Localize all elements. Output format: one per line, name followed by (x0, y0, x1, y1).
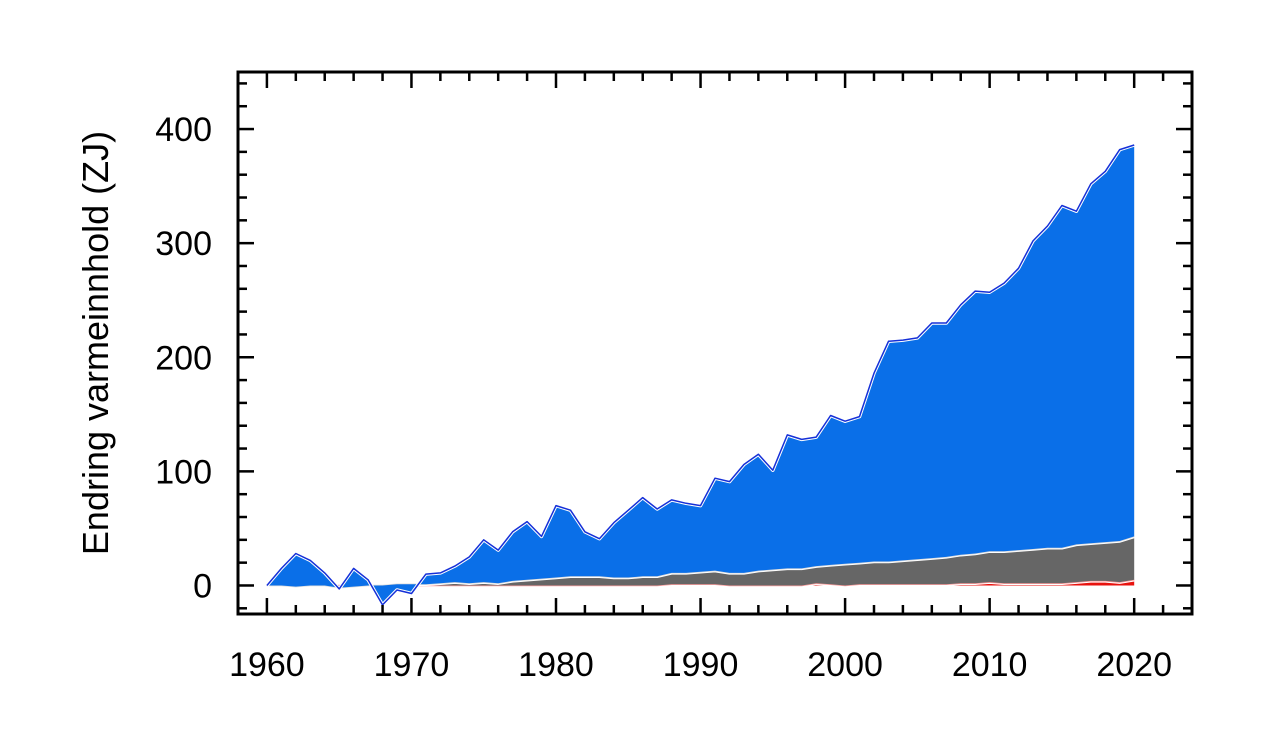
x-tick-label: 1990 (663, 646, 739, 684)
area-series-2 (266, 536, 1135, 588)
y-axis-label: Endring varmeinnhold (ZJ) (75, 131, 116, 555)
x-tick-labels: 1960 1970 1980 1990 2000 2010 2020 (229, 646, 1172, 684)
y-tick-label: 100 (155, 453, 212, 491)
y-tick-label: 300 (155, 225, 212, 263)
y-tick-label: 200 (155, 339, 212, 377)
plot-frame (236, 70, 1194, 616)
axis-ticks (238, 72, 1194, 614)
y-tick-label: 0 (193, 567, 212, 605)
x-tick-label: 2010 (952, 646, 1028, 684)
x-tick-label: 2000 (807, 646, 883, 684)
x-tick-label: 1970 (374, 646, 450, 684)
area-series-3 (266, 145, 1135, 605)
y-tick-label: 400 (155, 111, 212, 149)
y-tick-labels: 0 100 200 300 400 (155, 111, 212, 605)
stacked-areas (265, 143, 1135, 607)
x-tick-label: 1980 (518, 646, 594, 684)
x-tick-label: 1960 (229, 646, 305, 684)
x-tick-label: 2020 (1096, 646, 1172, 684)
series-3-outline (266, 144, 1135, 606)
